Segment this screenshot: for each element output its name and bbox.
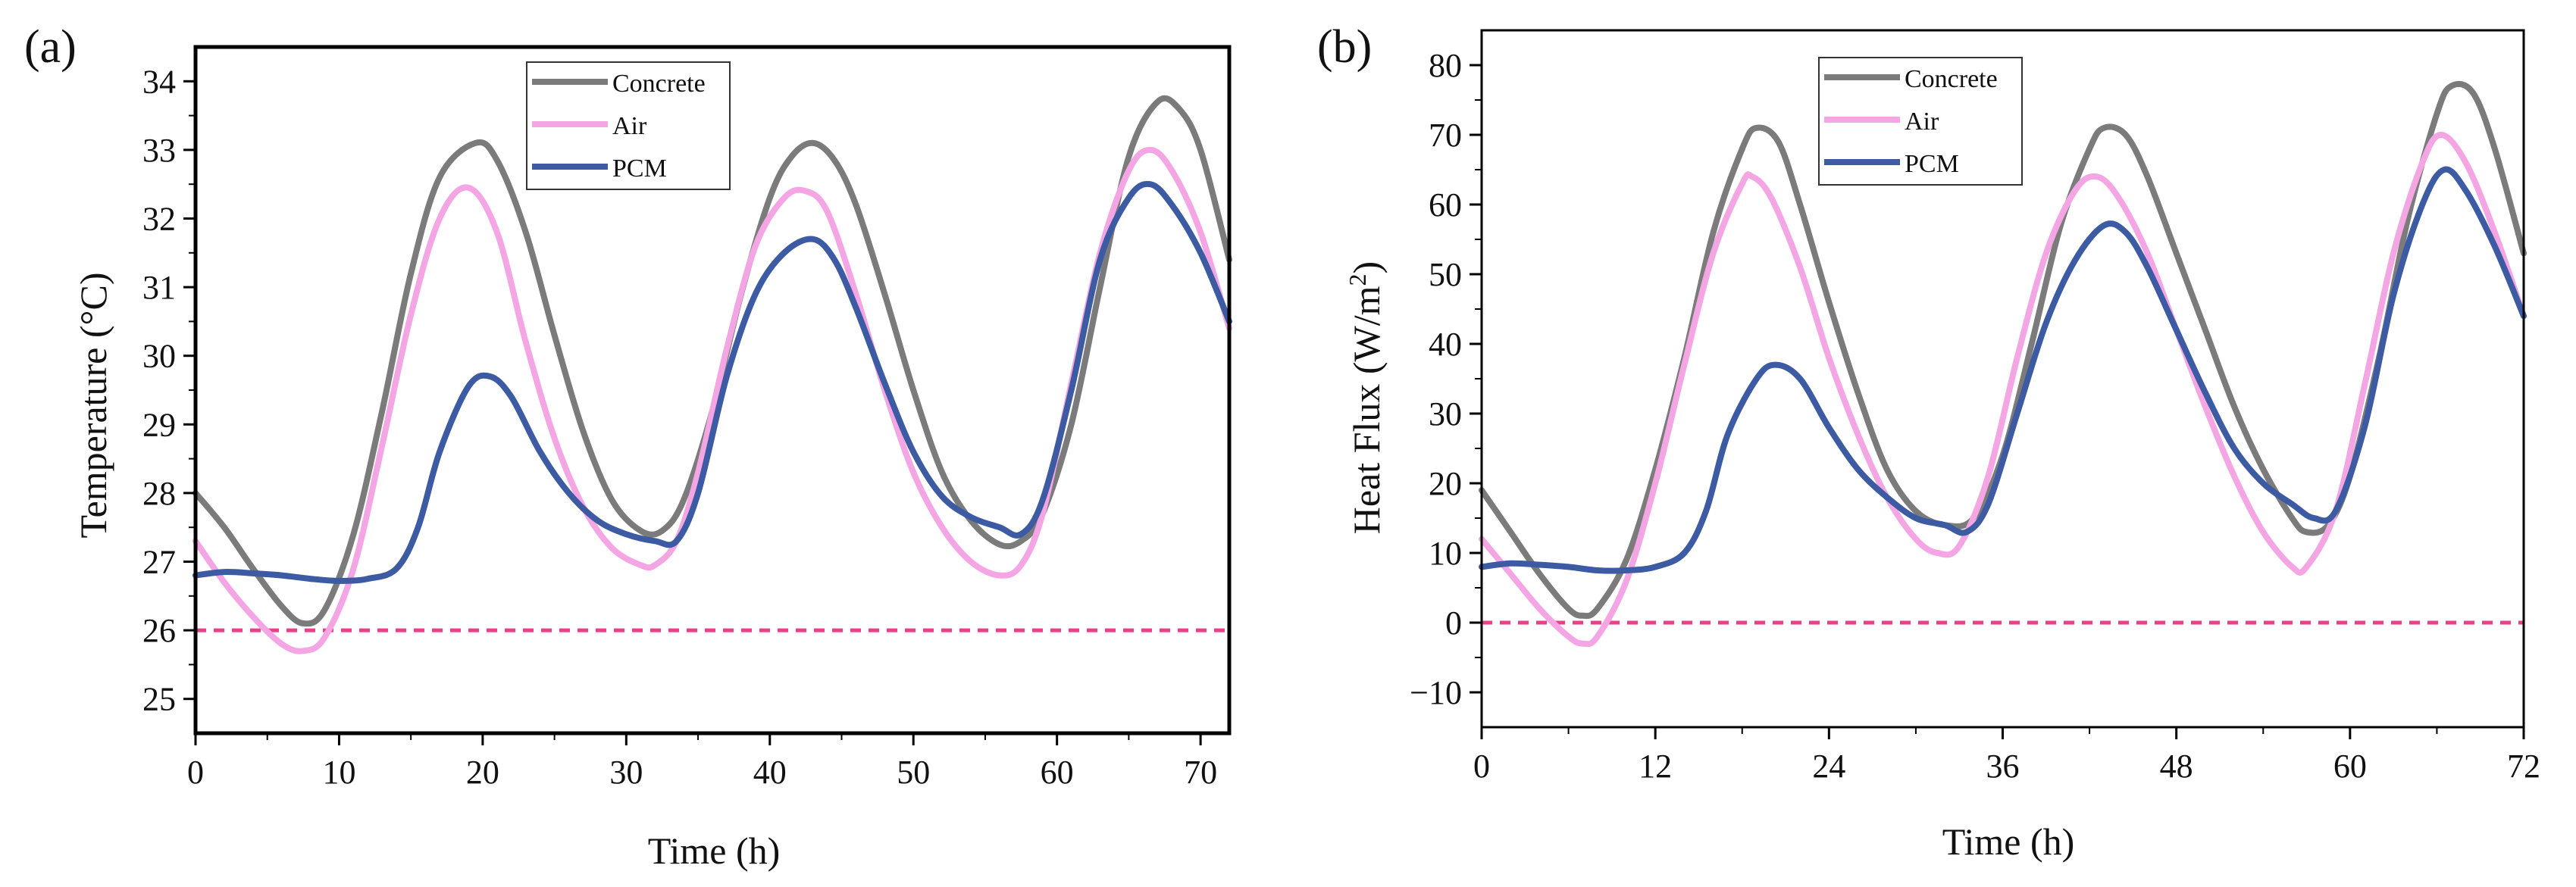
panel-a-y-tick-label: 29: [142, 406, 176, 443]
panel-b-y-tick-label: 30: [1429, 395, 1462, 433]
panel-b-y-tick-label: 60: [1429, 186, 1462, 223]
panel-a-legend-label-air: Air: [612, 112, 647, 140]
panel-a-legend-label-pcm: PCM: [612, 155, 667, 183]
panel-a-x-tick-label: 50: [897, 754, 930, 791]
panel-b-y-tick-label: −10: [1410, 674, 1462, 711]
panel-b-x-tick-label: 0: [1473, 748, 1490, 785]
panel-b-x-tick-label: 48: [2160, 748, 2193, 785]
panel-a-y-tick-label: 32: [142, 201, 176, 238]
panel-a-x-tick-label: 70: [1184, 754, 1217, 791]
panel-a-y-tick-label: 31: [142, 269, 176, 306]
panel-a-series-line-pcm: [192, 180, 1232, 584]
panel-a-y-tick-label: 30: [142, 338, 176, 375]
panel-b-y-tick-label: 20: [1429, 465, 1462, 502]
panel-b-heat-flux-chart: (b) 0 12 24 36 48 60 72 −10 0 10 20 30 40 50 60 70 80 T…: [1317, 21, 2540, 863]
panel-b-x-tick-label: 24: [1812, 748, 1845, 785]
panel-b-x-tick-label: 36: [1986, 748, 2020, 785]
panel-a-y-tick-label: 28: [142, 475, 176, 512]
panel-b-y-axis-label-main: Heat Flux (W/m: [1345, 286, 1388, 534]
panel-a-y-axis-label: Temperature (°C): [72, 272, 114, 538]
panel-a-y-tick-label: 33: [142, 132, 176, 169]
panel-b-y-tick-label: 10: [1429, 535, 1462, 572]
panel-a-y-tick-label: 26: [142, 612, 176, 649]
panel-b-series-line-air: [1479, 132, 2527, 648]
panel-b-y-tick-label: 50: [1429, 256, 1462, 293]
panel-b-x-axis-label: Time (h): [1942, 820, 2075, 863]
panel-a-x-tick-label: 0: [187, 754, 204, 791]
panel-b-x-tick-label: 72: [2507, 748, 2540, 785]
panel-b-x-tick-label: 12: [1639, 748, 1672, 785]
panel-b-y-tick-label: 40: [1429, 326, 1462, 363]
panel-b-y-tick-label: 0: [1445, 604, 1462, 642]
panel-a-y-tick-label: 27: [142, 544, 176, 581]
panel-b-legend-label-air: Air: [1905, 108, 1939, 136]
panel-a-label: (a): [24, 21, 77, 73]
panel-a-temperature-chart: (a) 0 10 20 30 40 50 60 70 25 26 27 28 29 30 31 32 33 34…: [24, 21, 1232, 872]
panel-a-x-tick-label: 30: [609, 754, 643, 791]
panel-b-series-line-pcm: [1479, 166, 2527, 574]
panel-a-y-tick-label: 34: [142, 63, 176, 100]
panel-b-legend: Concrete Air PCM: [1818, 57, 2023, 186]
panel-a-x-tick-label: 40: [753, 754, 787, 791]
panel-b-legend-label-pcm: PCM: [1905, 150, 1959, 178]
panel-b-y-axis-label-sup: 2: [1344, 273, 1371, 286]
panel-b-label: (b): [1317, 21, 1372, 73]
panel-b-y-tick-label: 80: [1429, 47, 1462, 84]
panel-a-legend-label-concrete: Concrete: [612, 70, 706, 98]
panel-a-legend: Concrete Air PCM: [526, 61, 731, 190]
panel-a-x-tick-label: 10: [322, 754, 355, 791]
panel-a-x-tick-label: 20: [466, 754, 499, 791]
panel-b-x-tick-label: 60: [2333, 748, 2367, 785]
panel-a-x-axis-label: Time (h): [648, 829, 781, 872]
panel-b-legend-label-concrete: Concrete: [1905, 65, 1998, 93]
panel-b-y-axis-label: Heat Flux (W/m2): [1344, 261, 1388, 534]
panel-a-x-tick-label: 60: [1041, 754, 1074, 791]
panel-b-y-tick-label: 70: [1429, 117, 1462, 154]
panel-b-y-axis-label-close: ): [1345, 261, 1388, 274]
panel-a-y-tick-label: 25: [142, 681, 176, 718]
